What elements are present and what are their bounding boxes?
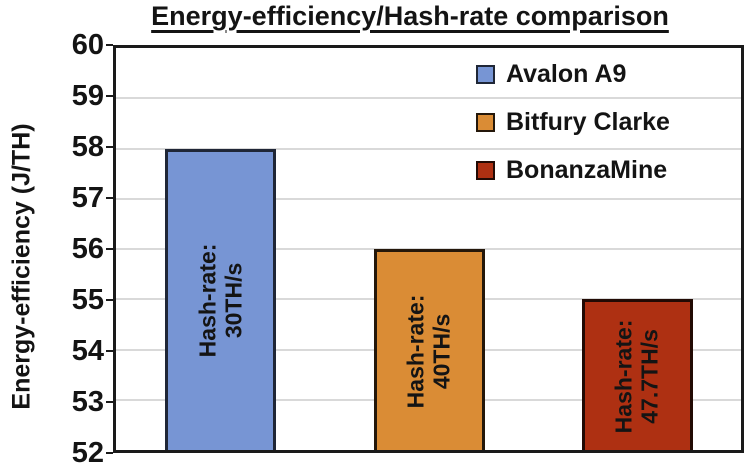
legend-label: Bitfury Clarke [506,108,670,136]
legend: Avalon A9 Bitfury Clarke BonanzaMine [476,62,670,183]
y-tick-mark-59 [106,95,113,97]
legend-swatch-icon [476,65,495,84]
legend-item-bonanzamine: BonanzaMine [476,158,670,183]
y-tick-label-58: 58 [71,131,104,163]
legend-swatch-icon [476,161,495,180]
legend-label: BonanzaMine [506,156,668,184]
gridline-57 [116,197,741,200]
bar-bonanzamine: Hash-rate: 47.7TH/s [581,299,693,450]
y-tick-mark-58 [106,146,113,148]
bar-hash-rate-label: Hash-rate: 30TH/s [194,243,247,358]
bar-hash-rate-label: Hash-rate: 40TH/s [402,294,456,408]
y-tick-label-53: 53 [71,386,104,418]
y-tick-mark-60 [106,44,113,46]
y-tick-mark-55 [106,299,113,301]
y-tick-mark-53 [106,401,113,403]
bar-avalon-a9: Hash-rate: 30TH/s [165,148,277,450]
y-tick-label-54: 54 [71,335,104,367]
y-tick-label-60: 60 [71,29,104,61]
y-tick-mark-56 [106,248,113,250]
bar-bitfury-clarke: Hash-rate: 40TH/s [373,249,485,450]
legend-item-bitfury-clarke: Bitfury Clarke [476,110,670,135]
bar-hash-rate-label: Hash-rate: 47.7TH/s [610,319,664,434]
legend-item-avalon-a9: Avalon A9 [476,62,670,87]
gridline-58 [116,147,741,150]
y-tick-mark-52 [106,452,113,454]
plot-area: Hash-rate: 30TH/s Hash-rate: 40TH/s Hash-rat… [113,45,744,453]
y-tick-mark-54 [106,350,113,352]
y-tick-label-52: 52 [71,437,104,469]
y-tick-mark-57 [106,197,113,199]
chart-title: Energy-efficiency/Hash-rate comparison [151,1,669,31]
legend-swatch-icon [476,113,495,132]
y-tick-label-56: 56 [71,233,104,265]
y-tick-label-59: 59 [71,80,104,112]
gridline-59 [116,97,741,100]
legend-label: Avalon A9 [506,60,627,88]
y-tick-label-55: 55 [71,284,104,316]
y-tick-label-57: 57 [71,182,104,214]
